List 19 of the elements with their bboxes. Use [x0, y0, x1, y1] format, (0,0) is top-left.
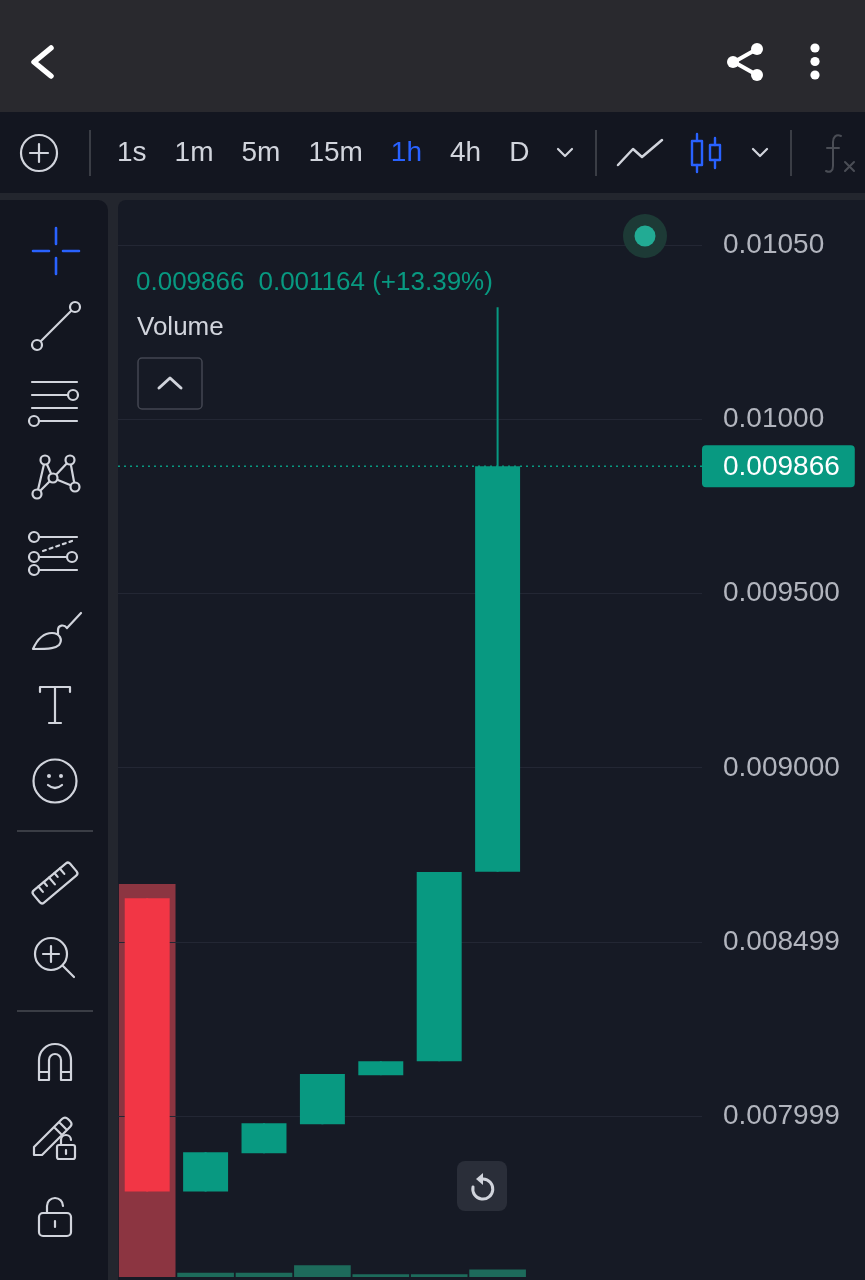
y-tick-label: 0.008499 — [723, 925, 840, 957]
text: D — [509, 136, 530, 168]
bar — [177, 1272, 234, 1277]
chart-title: Volume — [137, 311, 224, 341]
ref-line-label: 0.009866 — [723, 449, 840, 481]
text: 5m — [241, 136, 281, 168]
y-tick-label: 0.009500 — [723, 576, 840, 608]
text: 1m — [174, 136, 214, 168]
bar — [235, 1272, 293, 1277]
text: 4h — [450, 136, 482, 168]
annotation: 0.009866 — [136, 266, 245, 296]
y-tick-label: 0.01000 — [723, 402, 825, 434]
text: 1h — [390, 136, 423, 168]
text: 1s — [117, 136, 147, 168]
y-tick-label: 0.01050 — [723, 228, 825, 260]
y-tick-label: 0.009000 — [723, 750, 840, 782]
annotation: 0.001164 (+13.39%) — [258, 266, 493, 296]
y-tick-label: 0.007999 — [723, 1099, 840, 1131]
text: 15m — [308, 136, 363, 168]
